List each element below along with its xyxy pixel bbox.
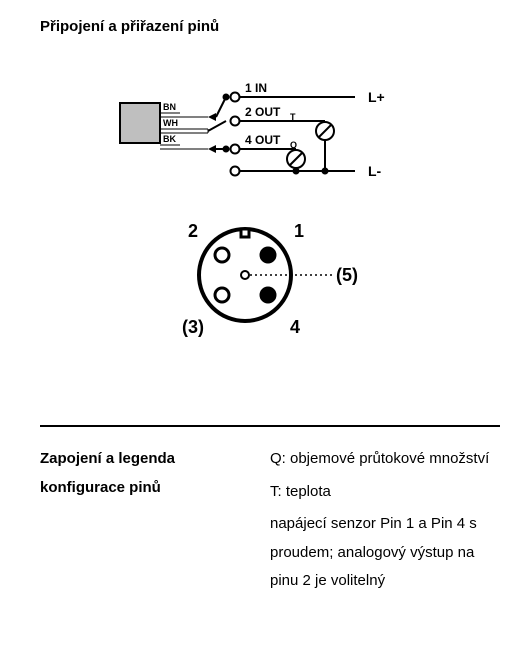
legend-note: napájecí senzor Pin 1 a Pin 4 s proudem;… <box>270 510 500 596</box>
connector-pin-label-3: (3) <box>182 317 204 337</box>
connector-pin-label-2: 2 <box>188 221 198 241</box>
legend-t: T: teplota <box>270 478 500 507</box>
pin-sub-q: Q <box>290 140 297 150</box>
connector-face-diagram: 1 2 (3) 4 (5) <box>182 221 358 337</box>
page-title: Připojení a přiřazení pinů <box>40 18 500 35</box>
legend-section: Zapojení a legenda konfigurace pinů Q: o… <box>40 425 500 600</box>
connector-pin-label-4: 4 <box>290 317 300 337</box>
wiring-schematic: BN 1 IN L+ WH 2 OUT T <box>120 81 385 179</box>
connector-pin-label-5: (5) <box>336 265 358 285</box>
pin-label-2out: 2 OUT <box>245 105 281 119</box>
terminal-l-minus: L- <box>368 163 382 179</box>
connector-pin-label-1: 1 <box>294 221 304 241</box>
diagrams-container: BN 1 IN L+ WH 2 OUT T <box>40 75 500 355</box>
pin-sub-t: T <box>290 112 296 122</box>
wire-label-wh: WH <box>163 118 178 128</box>
legend-q: Q: objemové průtokové množství <box>270 445 500 474</box>
wiring-and-connector-diagram: BN 1 IN L+ WH 2 OUT T <box>100 75 440 355</box>
legend-heading: Zapojení a legenda konfigurace pinů <box>40 445 240 600</box>
pin-label-1in: 1 IN <box>245 81 267 95</box>
terminal-l-plus: L+ <box>368 89 385 105</box>
wire-label-bk: BK <box>163 134 176 144</box>
legend-body: Q: objemové průtokové množství T: teplot… <box>270 445 500 600</box>
connector-block <box>120 103 160 143</box>
pin-label-4out: 4 OUT <box>245 133 281 147</box>
wire-label-bn: BN <box>163 102 176 112</box>
